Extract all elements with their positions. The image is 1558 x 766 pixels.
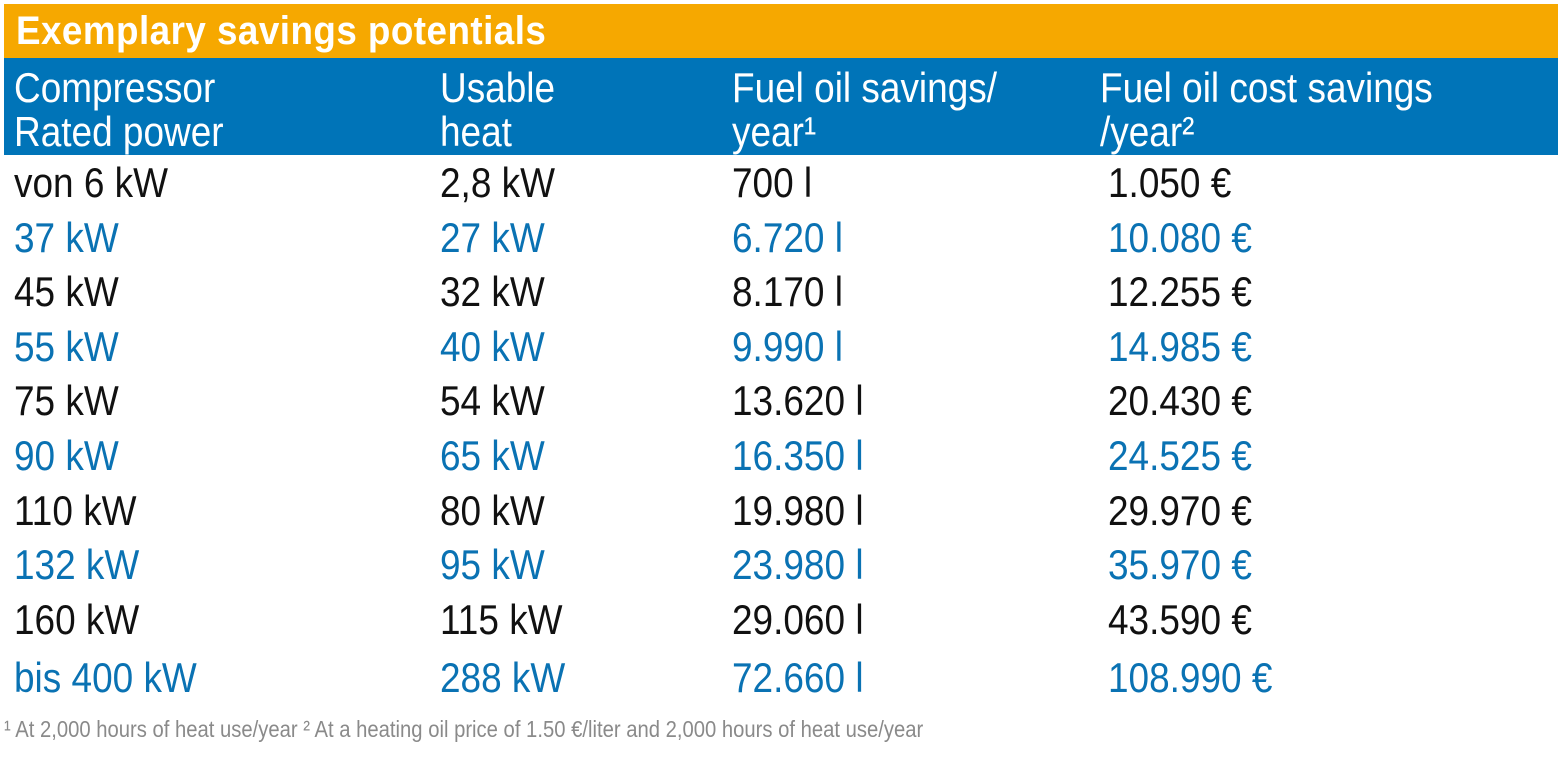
cell-usable-heat: 27 kW [440, 213, 545, 261]
cell-usable-heat: 2,8 kW [440, 159, 556, 206]
cell-usable-heat: 288 kW [440, 654, 566, 702]
cell-fuel-oil-savings: 8.170 l [732, 268, 843, 316]
cell-rated-power: von 6 kW [14, 159, 169, 206]
cell-rated-power: 45 kW [14, 268, 119, 316]
cell-usable-heat: 54 kW [440, 377, 545, 425]
cell-usable-heat: 32 kW [440, 268, 545, 316]
cell-usable-heat: 40 kW [440, 322, 545, 370]
cell-fuel-oil-savings: 13.620 l [732, 377, 864, 425]
cell-fuel-oil-cost-savings: 1.050 € [1108, 159, 1232, 206]
header-usable-heat: Usable heat [440, 66, 555, 154]
table-row: von 6 kW 2,8 kW 700 l 1.050 € [4, 155, 1558, 210]
table-row: 132 kW 95 kW 23.980 l 35.970 € [4, 537, 1558, 592]
cell-rated-power: bis 400 kW [14, 654, 197, 702]
header-line: Fuel oil cost savings [1100, 64, 1433, 111]
table-row: 45 kW 32 kW 8.170 l 12.255 € [4, 264, 1558, 319]
table-row: 90 kW 65 kW 16.350 l 24.525 € [4, 428, 1558, 483]
header-line: Rated power [14, 108, 224, 155]
cell-fuel-oil-savings: 700 l [732, 159, 813, 206]
table-row: bis 400 kW 288 kW 72.660 l 108.990 € [4, 646, 1558, 706]
header-fuel-oil-savings: Fuel oil savings/ year¹ [732, 66, 997, 154]
footnote: ¹ At 2,000 hours of heat use/year ² At a… [4, 716, 924, 742]
table-title: Exemplary savings potentials [16, 8, 547, 53]
header-line: Fuel oil savings/ [732, 64, 998, 111]
header-line: Compressor [14, 64, 216, 111]
cell-fuel-oil-cost-savings: 29.970 € [1108, 486, 1252, 534]
header-line: year¹ [732, 108, 817, 155]
cell-usable-heat: 65 kW [440, 431, 545, 479]
header-line: heat [440, 108, 512, 155]
table-row: 55 kW 40 kW 9.990 l 14.985 € [4, 319, 1558, 374]
cell-fuel-oil-cost-savings: 20.430 € [1108, 377, 1252, 425]
cell-usable-heat: 115 kW [440, 595, 563, 643]
cell-rated-power: 55 kW [14, 322, 119, 370]
table-row: 110 kW 80 kW 19.980 l 29.970 € [4, 483, 1558, 538]
cell-fuel-oil-cost-savings: 35.970 € [1108, 541, 1252, 589]
table-row: 160 kW 115 kW 29.060 l 43.590 € [4, 592, 1558, 647]
cell-fuel-oil-savings: 6.720 l [732, 213, 843, 261]
cell-rated-power: 90 kW [14, 431, 119, 479]
header-line: Usable [440, 64, 556, 111]
cell-fuel-oil-savings: 72.660 l [732, 654, 864, 702]
cell-fuel-oil-cost-savings: 108.990 € [1108, 654, 1273, 702]
table-row: 75 kW 54 kW 13.620 l 20.430 € [4, 373, 1558, 428]
cell-rated-power: 110 kW [14, 486, 137, 534]
cell-fuel-oil-cost-savings: 43.590 € [1108, 595, 1252, 643]
table-row: 37 kW 27 kW 6.720 l 10.080 € [4, 210, 1558, 265]
cell-fuel-oil-savings: 23.980 l [732, 541, 864, 589]
cell-fuel-oil-cost-savings: 10.080 € [1108, 213, 1252, 261]
header-line: /year² [1100, 108, 1195, 155]
cell-fuel-oil-cost-savings: 14.985 € [1108, 322, 1252, 370]
cell-fuel-oil-cost-savings: 24.525 € [1108, 431, 1252, 479]
header-compressor-rated-power: Compressor Rated power [14, 66, 224, 154]
cell-rated-power: 160 kW [14, 595, 140, 643]
cell-fuel-oil-savings: 19.980 l [732, 486, 864, 534]
cell-fuel-oil-savings: 29.060 l [732, 595, 864, 643]
cell-rated-power: 75 kW [14, 377, 119, 425]
cell-fuel-oil-savings: 9.990 l [732, 322, 843, 370]
cell-usable-heat: 95 kW [440, 541, 545, 589]
table-header: Compressor Rated power Usable heat Fuel … [4, 58, 1558, 155]
cell-rated-power: 37 kW [14, 213, 119, 261]
cell-usable-heat: 80 kW [440, 486, 545, 534]
cell-fuel-oil-cost-savings: 12.255 € [1108, 268, 1252, 316]
cell-rated-power: 132 kW [14, 541, 140, 589]
header-fuel-oil-cost-savings: Fuel oil cost savings /year² [1100, 66, 1433, 154]
table-body: von 6 kW 2,8 kW 700 l 1.050 € 37 kW 27 k… [4, 155, 1558, 706]
cell-fuel-oil-savings: 16.350 l [732, 431, 864, 479]
title-bar: Exemplary savings potentials [4, 4, 1558, 58]
